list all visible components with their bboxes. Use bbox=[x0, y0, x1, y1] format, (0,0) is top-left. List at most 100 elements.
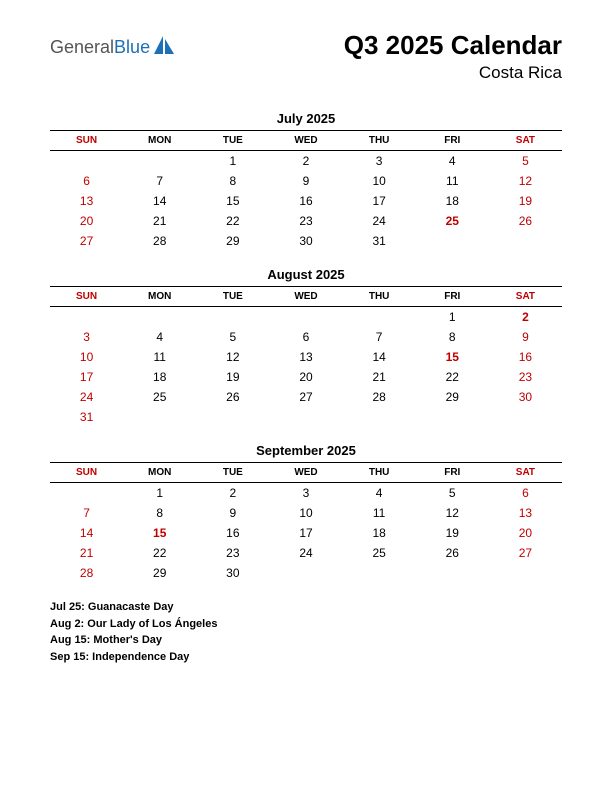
calendar-cell: 18 bbox=[416, 191, 489, 211]
day-header: SUN bbox=[50, 463, 123, 483]
day-header: TUE bbox=[196, 131, 269, 151]
month-block: August 2025SUNMONTUEWEDTHUFRISAT12345678… bbox=[50, 267, 562, 427]
calendar-cell: 3 bbox=[50, 327, 123, 347]
day-header: THU bbox=[343, 463, 416, 483]
calendar-cell: 30 bbox=[489, 387, 562, 407]
calendar-cell: 28 bbox=[50, 563, 123, 583]
calendar-cell: 14 bbox=[123, 191, 196, 211]
calendar-cell: 13 bbox=[269, 347, 342, 367]
calendar-cell bbox=[196, 307, 269, 328]
calendar-cell: 12 bbox=[489, 171, 562, 191]
calendar-cell: 21 bbox=[50, 543, 123, 563]
calendar-cell: 12 bbox=[196, 347, 269, 367]
day-header: MON bbox=[123, 463, 196, 483]
calendar-cell bbox=[343, 407, 416, 427]
calendar-cell: 27 bbox=[489, 543, 562, 563]
calendar-cell bbox=[50, 151, 123, 172]
calendar-cell: 22 bbox=[416, 367, 489, 387]
calendar-cell: 26 bbox=[416, 543, 489, 563]
day-header: MON bbox=[123, 131, 196, 151]
calendar-cell: 28 bbox=[123, 231, 196, 251]
month-title: July 2025 bbox=[50, 111, 562, 126]
calendar-cell: 9 bbox=[196, 503, 269, 523]
day-header: SAT bbox=[489, 131, 562, 151]
calendar-cell: 7 bbox=[50, 503, 123, 523]
calendar-container: July 2025SUNMONTUEWEDTHUFRISAT1234567891… bbox=[50, 111, 562, 583]
holiday-item: Sep 15: Independence Day bbox=[50, 649, 562, 666]
logo-text-general: General bbox=[50, 37, 114, 57]
day-header: TUE bbox=[196, 287, 269, 307]
calendar-row: 6789101112 bbox=[50, 171, 562, 191]
calendar-cell: 31 bbox=[343, 231, 416, 251]
calendar-cell: 24 bbox=[343, 211, 416, 231]
calendar-cell: 16 bbox=[269, 191, 342, 211]
calendar-cell: 4 bbox=[123, 327, 196, 347]
day-header: SUN bbox=[50, 287, 123, 307]
calendar-cell: 12 bbox=[416, 503, 489, 523]
calendar-cell bbox=[123, 407, 196, 427]
calendar-cell bbox=[123, 307, 196, 328]
calendar-cell: 29 bbox=[416, 387, 489, 407]
calendar-row: 31 bbox=[50, 407, 562, 427]
calendar-cell bbox=[269, 307, 342, 328]
month-title: August 2025 bbox=[50, 267, 562, 282]
calendar-cell bbox=[196, 407, 269, 427]
calendar-table: SUNMONTUEWEDTHUFRISAT1234567891011121314… bbox=[50, 130, 562, 251]
calendar-cell bbox=[489, 563, 562, 583]
day-header: FRI bbox=[416, 287, 489, 307]
calendar-cell: 1 bbox=[196, 151, 269, 172]
calendar-cell: 11 bbox=[123, 347, 196, 367]
page-subtitle: Costa Rica bbox=[344, 63, 562, 83]
calendar-cell: 5 bbox=[416, 483, 489, 504]
day-header: MON bbox=[123, 287, 196, 307]
day-header: FRI bbox=[416, 463, 489, 483]
calendar-cell: 23 bbox=[489, 367, 562, 387]
calendar-row: 24252627282930 bbox=[50, 387, 562, 407]
calendar-cell: 2 bbox=[196, 483, 269, 504]
calendar-cell: 1 bbox=[416, 307, 489, 328]
day-header: WED bbox=[269, 463, 342, 483]
calendar-cell: 15 bbox=[196, 191, 269, 211]
calendar-cell: 18 bbox=[343, 523, 416, 543]
calendar-cell: 3 bbox=[269, 483, 342, 504]
calendar-cell: 19 bbox=[489, 191, 562, 211]
calendar-cell: 8 bbox=[196, 171, 269, 191]
calendar-cell: 5 bbox=[489, 151, 562, 172]
calendar-row: 123456 bbox=[50, 483, 562, 504]
month-block: September 2025SUNMONTUEWEDTHUFRISAT12345… bbox=[50, 443, 562, 583]
calendar-cell: 9 bbox=[489, 327, 562, 347]
calendar-row: 13141516171819 bbox=[50, 191, 562, 211]
calendar-cell bbox=[489, 231, 562, 251]
calendar-row: 12345 bbox=[50, 151, 562, 172]
day-header: WED bbox=[269, 131, 342, 151]
calendar-cell: 13 bbox=[50, 191, 123, 211]
calendar-cell: 29 bbox=[123, 563, 196, 583]
calendar-cell: 27 bbox=[50, 231, 123, 251]
calendar-cell bbox=[50, 483, 123, 504]
calendar-cell: 28 bbox=[343, 387, 416, 407]
calendar-cell: 6 bbox=[489, 483, 562, 504]
calendar-row: 3456789 bbox=[50, 327, 562, 347]
calendar-cell bbox=[416, 563, 489, 583]
calendar-cell bbox=[269, 563, 342, 583]
calendar-cell: 18 bbox=[123, 367, 196, 387]
calendar-cell bbox=[416, 231, 489, 251]
calendar-cell: 10 bbox=[269, 503, 342, 523]
holiday-list: Jul 25: Guanacaste DayAug 2: Our Lady of… bbox=[50, 599, 562, 665]
calendar-cell bbox=[489, 407, 562, 427]
calendar-cell: 1 bbox=[123, 483, 196, 504]
calendar-cell: 23 bbox=[196, 543, 269, 563]
calendar-cell: 29 bbox=[196, 231, 269, 251]
calendar-cell: 31 bbox=[50, 407, 123, 427]
calendar-row: 20212223242526 bbox=[50, 211, 562, 231]
calendar-cell: 13 bbox=[489, 503, 562, 523]
calendar-cell: 24 bbox=[269, 543, 342, 563]
calendar-cell: 30 bbox=[269, 231, 342, 251]
calendar-cell: 19 bbox=[416, 523, 489, 543]
calendar-row: 78910111213 bbox=[50, 503, 562, 523]
calendar-row: 12 bbox=[50, 307, 562, 328]
calendar-row: 17181920212223 bbox=[50, 367, 562, 387]
calendar-cell: 5 bbox=[196, 327, 269, 347]
day-header: THU bbox=[343, 287, 416, 307]
calendar-cell: 17 bbox=[50, 367, 123, 387]
